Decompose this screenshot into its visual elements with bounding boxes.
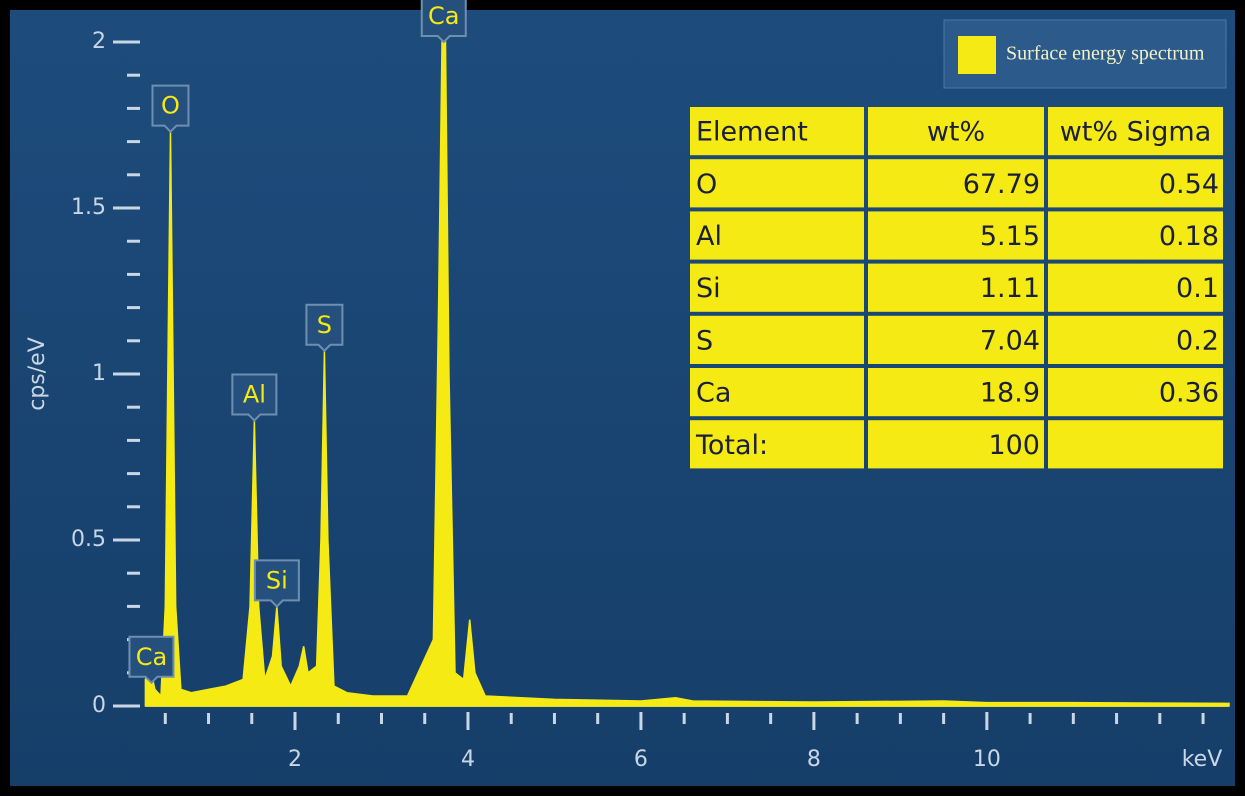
x-axis-label: keV xyxy=(1182,747,1223,772)
peak-label-text: S xyxy=(317,311,332,339)
table-value: 5.15 xyxy=(980,221,1040,252)
peak-label: Ca xyxy=(420,0,467,44)
table-value: 100 xyxy=(988,430,1040,461)
table-value: 0.1 xyxy=(1176,273,1219,304)
peak-label: Si xyxy=(253,559,300,608)
table-cell xyxy=(868,420,1044,469)
table-cell xyxy=(1048,263,1223,312)
peak-label: O xyxy=(151,84,190,134)
table-value: Si xyxy=(696,273,721,304)
legend-swatch xyxy=(958,36,996,74)
peak-label-box xyxy=(253,559,300,608)
peak-label-text: O xyxy=(161,92,180,120)
table-value: 67.79 xyxy=(963,169,1040,200)
table-cell xyxy=(690,315,864,364)
table-cell xyxy=(1048,368,1223,417)
peak-label-box xyxy=(305,303,344,353)
table-cell xyxy=(1048,107,1223,156)
table-cell xyxy=(690,420,864,469)
peak-label: Ca xyxy=(128,635,175,685)
table-cell xyxy=(1048,159,1223,208)
table-value: 0.36 xyxy=(1159,378,1219,409)
y-tick-label: 0.5 xyxy=(71,527,106,552)
x-tick-label: 6 xyxy=(634,747,648,772)
table-value: O xyxy=(696,169,717,200)
table-cell xyxy=(690,159,864,208)
x-tick-label: 2 xyxy=(288,747,302,772)
table-cell xyxy=(690,211,864,260)
table-header: Element xyxy=(696,117,808,148)
table-value: 18.9 xyxy=(980,378,1040,409)
y-tick-label: 0 xyxy=(92,693,106,718)
table-value: 0.54 xyxy=(1159,169,1219,200)
table-cell xyxy=(1048,420,1223,469)
peak-label: S xyxy=(305,303,344,353)
peak-label-box xyxy=(420,0,467,44)
x-tick-label: 10 xyxy=(973,747,1001,772)
peak-label-box xyxy=(128,635,175,685)
legend-label: Surface energy spectrum xyxy=(1006,43,1205,65)
y-tick-label: 1.5 xyxy=(71,195,106,220)
table-cell xyxy=(868,368,1044,417)
table-cell xyxy=(868,263,1044,312)
peak-label-text: Si xyxy=(266,566,288,594)
table-value: 1.11 xyxy=(980,273,1040,304)
table-value: Total: xyxy=(695,430,768,461)
x-tick-label: 4 xyxy=(461,747,475,772)
legend: Surface energy spectrum xyxy=(943,19,1227,89)
table-cell xyxy=(690,368,864,417)
table-value: S xyxy=(696,325,713,356)
table-cell xyxy=(1048,315,1223,364)
table-cell xyxy=(868,315,1044,364)
table-cell xyxy=(868,107,1044,156)
peak-label-text: Al xyxy=(243,380,266,408)
element-table: Element wt% wt% Sigma O 67.79 0.54 Al 5.15 0.18 S… xyxy=(690,107,1223,469)
y-tick-label: 1 xyxy=(92,361,106,386)
table-header: wt% Sigma xyxy=(1060,117,1212,148)
y-axis-label: cps/eV xyxy=(25,337,50,411)
x-tick-label: 8 xyxy=(807,747,821,772)
table-cell xyxy=(868,159,1044,208)
peak-label-text: Ca xyxy=(428,2,459,30)
table-cell xyxy=(868,211,1044,260)
table-cell xyxy=(690,263,864,312)
table-cell xyxy=(1048,211,1223,260)
table-value: 0.18 xyxy=(1159,221,1219,252)
table-value: Al xyxy=(696,221,722,252)
table-cell xyxy=(690,107,864,156)
peak-label-box xyxy=(231,373,278,422)
peak-label-box xyxy=(151,84,190,134)
table-value: 0.2 xyxy=(1176,325,1219,356)
table-value: Ca xyxy=(696,378,731,409)
peak-label: Al xyxy=(231,373,278,422)
peak-label-text: Ca xyxy=(136,643,167,671)
y-tick-label: 2 xyxy=(92,29,106,54)
table-value: 7.04 xyxy=(980,325,1040,356)
table-header: wt% xyxy=(927,117,985,148)
